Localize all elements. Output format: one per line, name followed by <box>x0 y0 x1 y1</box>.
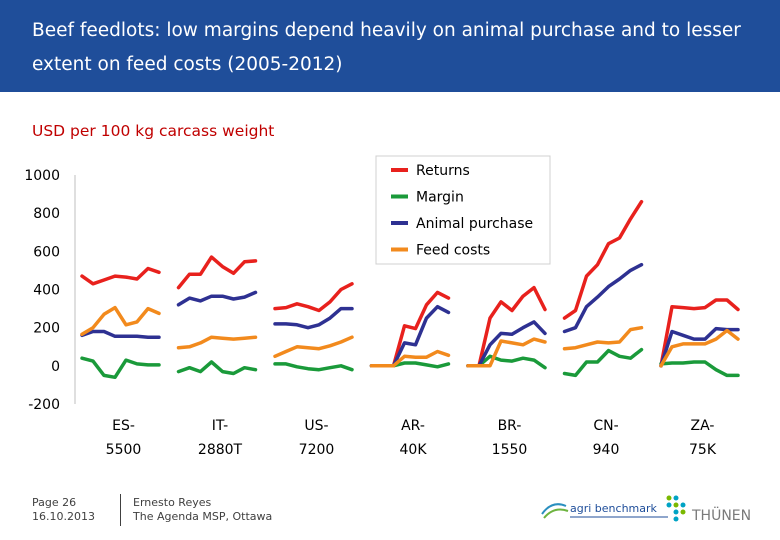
x-category-label: IT- <box>212 418 228 434</box>
footer-page-info: Page 26 16.10.2013 <box>32 496 95 524</box>
footer-divider <box>120 494 121 526</box>
page-title: Beef feedlots: low margins depend heavil… <box>32 20 741 75</box>
footer-date: 16.10.2013 <box>32 510 95 523</box>
series-line <box>273 306 354 330</box>
x-category-label: CN- <box>593 418 618 434</box>
y-tick-label: 400 <box>33 283 60 299</box>
series-line <box>273 362 354 372</box>
x-category-label: 2880T <box>198 442 243 458</box>
title-banner: Beef feedlots: low margins depend heavil… <box>0 0 780 92</box>
series-line <box>80 266 161 286</box>
series-line <box>466 285 547 368</box>
series-line <box>80 356 161 380</box>
series-line <box>562 347 644 378</box>
legend-box <box>375 155 551 265</box>
x-category-label: 7200 <box>299 442 335 458</box>
x-category-label: AR- <box>401 418 425 434</box>
event-name: The Agenda MSP, Ottawa <box>133 510 273 523</box>
x-category-label: US- <box>304 418 328 434</box>
x-category-label: ZA- <box>691 418 715 434</box>
legend: Returns Margin Animal purchase Feed costs <box>375 155 551 265</box>
thunen-logo: THÜNEN <box>666 495 751 524</box>
legend-label: Feed costs <box>416 243 490 259</box>
author-name: Ernesto Reyes <box>133 496 212 509</box>
series-line <box>659 298 740 368</box>
series-line <box>659 360 740 378</box>
x-category-label: 1550 <box>492 442 528 458</box>
series-line <box>80 305 161 337</box>
chart-subtitle: USD per 100 kg carcass weight <box>32 122 275 140</box>
series-line <box>176 335 258 350</box>
x-category-label: 40K <box>400 442 428 458</box>
x-category-label: 940 <box>593 442 620 458</box>
series-line <box>562 262 644 334</box>
thunen-logo-text: THÜNEN <box>691 506 751 524</box>
series-line <box>176 255 258 290</box>
footer-author-info: Ernesto Reyes The Agenda MSP, Ottawa <box>133 496 272 524</box>
legend-label: Animal purchase <box>416 216 533 232</box>
series-line <box>369 290 451 368</box>
series-line <box>659 326 740 368</box>
x-category-label: BR- <box>498 418 522 434</box>
x-category-label: 5500 <box>106 442 142 458</box>
agri-benchmark-logo-text: agri benchmark <box>570 502 658 515</box>
series-line <box>273 335 354 359</box>
series-line <box>562 325 644 351</box>
y-tick-label: 0 <box>51 359 60 375</box>
x-category-label: 75K <box>689 442 717 458</box>
series-line <box>466 337 547 368</box>
series-margin <box>80 347 740 380</box>
series-line <box>562 199 644 320</box>
series-feed-costs <box>80 305 740 368</box>
legend-label: Margin <box>416 190 464 206</box>
y-axis-ticks: 1000 800 600 400 200 0 -200 <box>24 168 60 413</box>
page-number: Page 26 <box>32 496 77 509</box>
y-tick-label: 1000 <box>24 168 60 184</box>
series-line <box>176 290 258 307</box>
legend-label: Returns <box>416 163 470 179</box>
x-category-label: ES- <box>112 418 135 434</box>
y-tick-label: 600 <box>33 244 60 260</box>
series-line <box>273 282 354 313</box>
series-line <box>369 349 451 368</box>
series-line <box>176 360 258 376</box>
agri-benchmark-logo: agri benchmark <box>541 502 668 519</box>
series-lines <box>80 199 740 380</box>
line-chart: 1000 800 600 400 200 0 -200 ES- 5500 IT- 2880T US-… <box>24 155 740 458</box>
x-axis-categories: ES- 5500 IT- 2880T US- 7200 AR- 40K BR- 1550 CN- 94… <box>106 418 717 458</box>
series-line <box>466 320 547 368</box>
y-tick-label: 200 <box>33 321 60 337</box>
y-tick-label: -200 <box>28 397 60 413</box>
series-line <box>80 329 161 339</box>
y-tick-label: 800 <box>33 206 60 222</box>
series-line <box>659 328 740 368</box>
